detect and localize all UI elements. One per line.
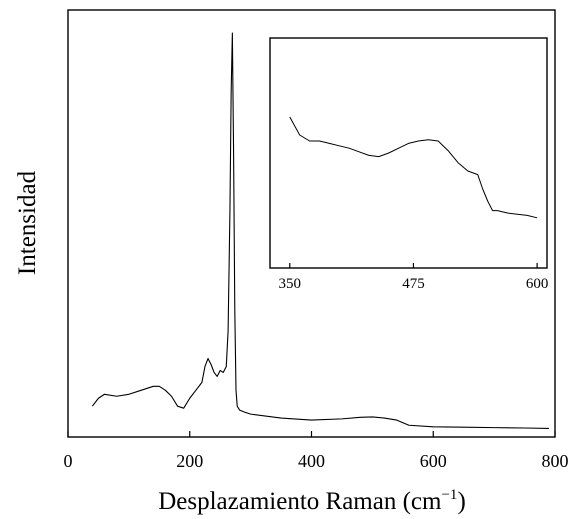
main-x-tick-label: 400 xyxy=(298,451,325,471)
main-spectrum-line xyxy=(91,32,549,429)
main-x-tick-label: 0 xyxy=(64,451,73,471)
x-axis-label-close: ) xyxy=(457,488,465,515)
inset-x-ticks xyxy=(289,263,538,268)
main-x-tick-label: 600 xyxy=(420,451,447,471)
main-x-tick-labels: 0 200 400 600 800 xyxy=(64,451,569,471)
x-axis-label-superscript: −1 xyxy=(441,487,457,503)
inset-x-tick-labels: 350 475 600 xyxy=(279,276,549,292)
inset-x-tick-label: 475 xyxy=(402,276,425,292)
x-axis-label: Desplazamiento Raman (cm−1) xyxy=(158,487,466,515)
y-axis-label: Intensidad xyxy=(14,170,41,275)
inset-spectrum-line xyxy=(289,116,538,219)
inset-x-tick-label: 600 xyxy=(526,276,549,292)
main-x-tick-label: 800 xyxy=(542,451,569,471)
x-axis-label-main: Desplazamiento Raman (cm xyxy=(158,488,442,515)
inset-x-tick-label: 350 xyxy=(279,276,302,292)
main-x-tick-label: 200 xyxy=(176,451,203,471)
main-x-ticks xyxy=(67,431,556,437)
inset-plot-frame xyxy=(269,37,548,269)
